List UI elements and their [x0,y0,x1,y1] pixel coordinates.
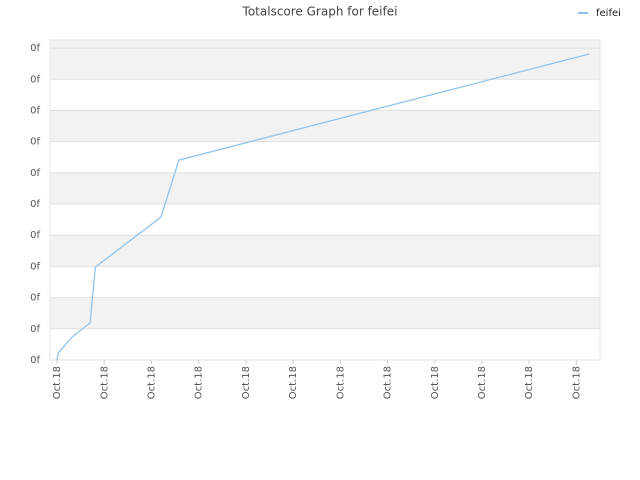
x-tick-label: Oct.18 [383,366,394,399]
x-tick-label: Oct.18 [430,366,441,399]
line-series [56,53,590,361]
x-tick-label: Oct.18 [147,366,158,399]
y-tick-label: 0f [30,168,40,179]
plot-border [49,39,601,361]
x-tick-label: Oct.18 [99,366,110,399]
y-tick-label: 0f [30,230,40,241]
y-tick-label: 0f [30,355,40,366]
y-tick-label: 0f [30,43,40,54]
grid-band [50,235,600,267]
x-tick-label: Oct.18 [571,366,582,399]
chart-title: Totalscore Graph for feifei [242,5,398,19]
y-tick-label: 0f [30,105,40,116]
grid-band [50,297,600,329]
y-tick-label: 0f [30,74,40,85]
y-tick-label: 0f [30,199,40,210]
grid-band [50,48,600,80]
x-tick-label: Oct.18 [194,366,205,399]
y-tick-label: 0f [30,324,40,335]
legend-label: feifei [596,8,621,19]
y-tick-label: 0f [30,261,40,272]
x-tick-label: Oct.18 [52,366,63,399]
x-tick-label: Oct.18 [241,366,252,399]
grid-band [50,40,600,49]
x-tick-label: Oct.18 [335,366,346,399]
x-tick-label: Oct.18 [524,366,535,399]
y-tick-label: 0f [30,293,40,304]
grid-band [50,110,600,142]
x-tick-label: Oct.18 [477,366,488,399]
x-tick-label: Oct.18 [288,366,299,399]
y-tick-label: 0f [30,137,40,148]
grid-band [50,172,600,205]
